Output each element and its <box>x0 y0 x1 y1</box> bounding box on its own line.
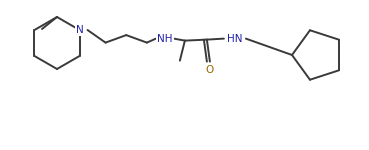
Text: O: O <box>206 65 214 75</box>
Text: NH: NH <box>157 34 173 44</box>
Text: N: N <box>76 25 83 35</box>
Text: HN: HN <box>227 34 243 44</box>
